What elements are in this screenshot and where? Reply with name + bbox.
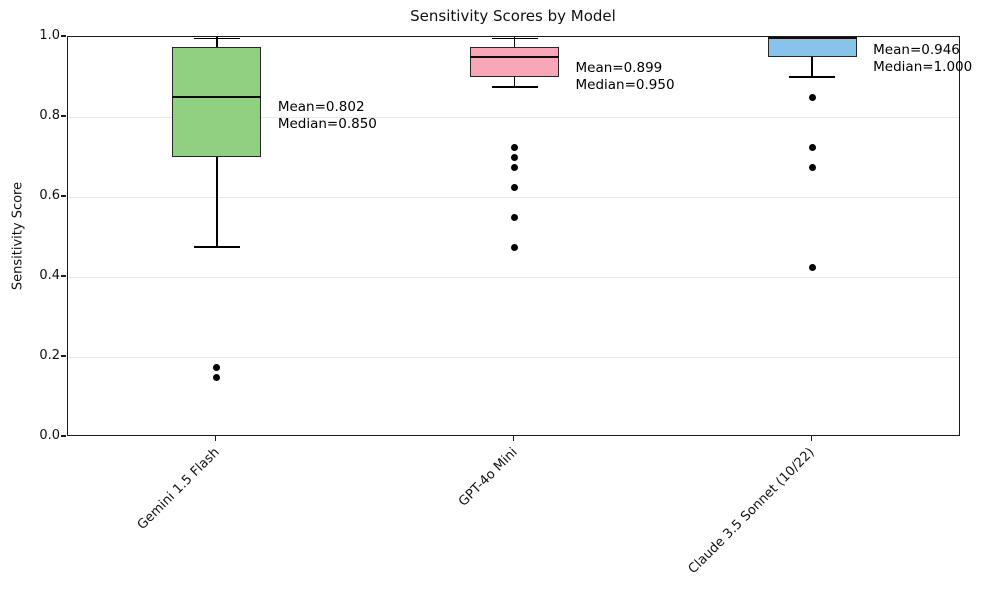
lower-whisker xyxy=(215,157,218,247)
plot-area: Mean=0.802 Median=0.850 Mean=0.899 Median=0… xyxy=(67,36,972,436)
outlier-dot xyxy=(511,153,518,161)
lower-whisker xyxy=(811,57,813,77)
outlier-dot xyxy=(213,373,221,381)
outlier-dot xyxy=(511,243,518,251)
y-tick-mark xyxy=(61,195,66,197)
outlier-dot xyxy=(511,163,518,171)
outlier-dot xyxy=(808,163,816,171)
lower-cap xyxy=(491,86,538,88)
median-line xyxy=(767,37,857,39)
median-line xyxy=(172,96,262,98)
annotation-3: Mean=0.946 Median=1.000 xyxy=(873,42,972,76)
y-tick-label: 0.0 xyxy=(39,428,60,443)
gridline xyxy=(68,356,959,358)
gridline xyxy=(68,276,959,278)
gridline xyxy=(68,196,959,198)
outlier-dot xyxy=(511,143,518,151)
y-tick-label: 0.2 xyxy=(39,348,60,363)
upper-cap xyxy=(193,37,240,40)
upper-whisker xyxy=(215,37,218,47)
median-line xyxy=(470,56,559,58)
outlier-dot xyxy=(213,363,221,371)
outlier-dot xyxy=(808,263,816,271)
x-tick-mark xyxy=(215,436,217,441)
x-tick-mark xyxy=(512,436,515,441)
lower-cap xyxy=(789,76,836,78)
box-3 xyxy=(767,37,857,57)
x-tick-label-2: GPT-4o Mini xyxy=(455,445,521,510)
x-tick-mark xyxy=(810,436,812,441)
annotation-line: Median=0.850 xyxy=(277,116,377,133)
chart-title: Sensitivity Scores by Model xyxy=(410,7,616,25)
y-tick-mark xyxy=(61,35,66,37)
annotation-line: Median=1.000 xyxy=(873,58,973,75)
box-1 xyxy=(172,47,262,157)
annotation-line: Mean=0.802 xyxy=(277,99,365,116)
annotation-2: Mean=0.899 Median=0.950 xyxy=(576,60,675,94)
lower-whisker xyxy=(513,77,516,87)
y-tick-mark xyxy=(61,115,66,117)
y-tick-mark xyxy=(61,435,66,437)
y-tick-label: 0.6 xyxy=(39,188,60,203)
outlier-dot xyxy=(511,183,518,191)
outlier-dot xyxy=(511,213,518,221)
x-tick-label-3: Claude 3.5 Sonnet (10/22) xyxy=(685,445,818,577)
annotation-line: Mean=0.899 xyxy=(575,60,663,77)
annotation-1: Mean=0.802 Median=0.850 xyxy=(278,99,377,133)
y-tick-label: 0.8 xyxy=(39,108,60,123)
x-tick-label-1: Gemini 1.5 Flash xyxy=(134,445,223,533)
y-tick-label: 1.0 xyxy=(39,28,60,43)
annotation-line: Mean=0.946 xyxy=(873,41,960,58)
upper-cap xyxy=(491,37,538,40)
gridline xyxy=(68,116,959,118)
outlier-dot xyxy=(808,143,816,151)
y-tick-mark xyxy=(61,275,66,277)
y-tick-label: 0.4 xyxy=(39,268,60,283)
annotation-line: Median=0.950 xyxy=(575,77,675,94)
y-tick-mark xyxy=(61,355,66,357)
box-2 xyxy=(470,47,559,77)
lower-cap xyxy=(193,246,240,248)
outlier-dot xyxy=(808,93,816,101)
upper-whisker xyxy=(513,37,516,47)
